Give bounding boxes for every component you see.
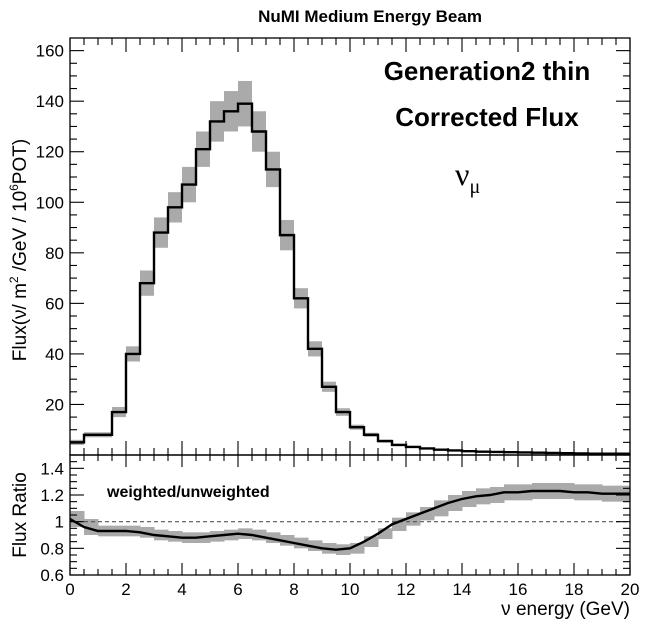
x-tick-label: 2	[121, 580, 130, 599]
ratio-line	[69, 489, 630, 551]
ratio-y-tick-label: 0.8	[40, 539, 64, 558]
annotation-generation: Generation2 thin	[384, 56, 591, 86]
x-tick-label: 20	[621, 580, 640, 599]
nu-symbol: ν	[455, 156, 469, 192]
ratio-plot-frame	[69, 454, 631, 576]
mu-subscript: μ	[469, 176, 480, 198]
annotation-corrected-flux: Corrected Flux	[395, 102, 579, 132]
ratio-error-band	[308, 540, 323, 551]
x-tick-label: 14	[453, 580, 472, 599]
ratio-error-band	[266, 532, 281, 543]
ratio-y-tick-label: 1.2	[40, 486, 64, 505]
ratio-error-band	[364, 536, 379, 547]
ratio-error-band	[490, 487, 505, 503]
x-axis-label: ν energy (GeV)	[501, 599, 630, 620]
ratio-y-tick-label: 1.4	[40, 459, 64, 478]
x-tick-label: 16	[509, 580, 528, 599]
ratio-error-band	[280, 535, 295, 546]
ratio-y-tick-label: 1	[55, 513, 64, 532]
flux-y-tick-label: 80	[45, 244, 64, 263]
ratio-y-tick-label: 0.6	[40, 566, 64, 585]
x-tick-label: 4	[177, 580, 186, 599]
ratio-label: weighted/unweighted	[106, 484, 270, 501]
flux-panel: 20 40 60 80 100 120 140 160 Generation2 thin Co…	[7, 37, 631, 456]
flux-y-tick-label: 120	[36, 143, 64, 162]
flux-y-tick-label: 40	[45, 345, 64, 364]
ratio-error-band	[140, 527, 155, 538]
x-tick-label: 0	[65, 580, 74, 599]
ratio-error-band	[462, 491, 477, 507]
flux-y-tick-label: 20	[45, 395, 64, 414]
x-tick-label: 10	[341, 580, 360, 599]
flux-ticks: 20 40 60 80 100 120 140 160	[36, 38, 631, 455]
x-tick-label: 6	[233, 580, 242, 599]
ratio-error-band	[378, 528, 393, 539]
annotation-neutrino-symbol: νμ	[455, 156, 480, 198]
ratio-ticks: 0.6 0.8 1 1.2 1.4 0 2 4 6 8 10 12 14 16 18 20	[40, 454, 640, 599]
flux-y-tick-label: 140	[36, 92, 64, 111]
ratio-error-band	[294, 537, 309, 549]
flux-y-tick-label: 160	[36, 42, 64, 61]
flux-histogram-line	[70, 102, 630, 455]
ratio-y-axis-label: Flux Ratio	[10, 472, 31, 558]
ratio-panel: 0.6 0.8 1 1.2 1.4 0 2 4 6 8 10 12 14 16 18 20 weighted/…	[10, 454, 640, 620]
flux-y-tick-label: 100	[36, 193, 64, 212]
flux-y-tick-label: 60	[45, 294, 64, 313]
flux-y-axis-label: Flux(ν/ m2 /GeV / 106POT)	[7, 139, 31, 361]
x-tick-label: 18	[565, 580, 584, 599]
ratio-error-band	[252, 529, 267, 541]
x-tick-label: 12	[397, 580, 416, 599]
chart-title: NuMI Medium Energy Beam	[258, 7, 482, 26]
x-tick-label: 8	[289, 580, 298, 599]
flux-error-bands	[70, 80, 630, 455]
ratio-error-band	[350, 543, 365, 554]
